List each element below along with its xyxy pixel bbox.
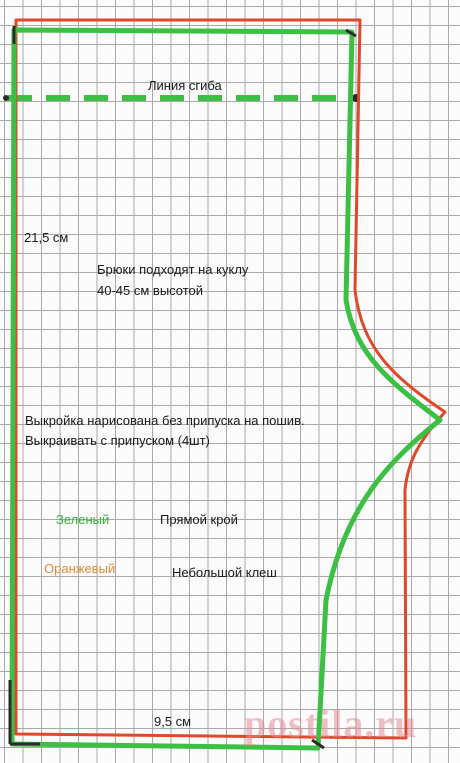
green-outline bbox=[9, 27, 443, 751]
corner-mark-bottom-right bbox=[311, 738, 325, 750]
watermark: postila.ru bbox=[244, 701, 418, 746]
orange-outline bbox=[14, 18, 447, 740]
legend-orange-name: Оранжевый bbox=[44, 561, 116, 576]
fold-line-end-left bbox=[3, 95, 9, 101]
width-measure-label: 9,5 см bbox=[154, 714, 192, 729]
legend-green-name: Зеленый bbox=[56, 512, 110, 527]
doll-fit-line2: 40-45 см высотой bbox=[97, 283, 204, 298]
legend-green-desc: Прямой крой bbox=[160, 512, 238, 527]
doll-fit-line1: Брюки подходят на куклу bbox=[97, 262, 249, 277]
allowance-note-line2: Выкраивать с припуском (4шт) bbox=[25, 433, 210, 448]
allowance-note-line1: Выкройка нарисована без припуска на поши… bbox=[25, 413, 305, 428]
legend-orange-desc: Небольшой клеш bbox=[172, 565, 277, 580]
corner-mark-top-right bbox=[345, 28, 357, 38]
fold-line-label: Линия сгиба bbox=[148, 78, 222, 93]
height-measure-label: 21,5 см bbox=[24, 230, 69, 245]
